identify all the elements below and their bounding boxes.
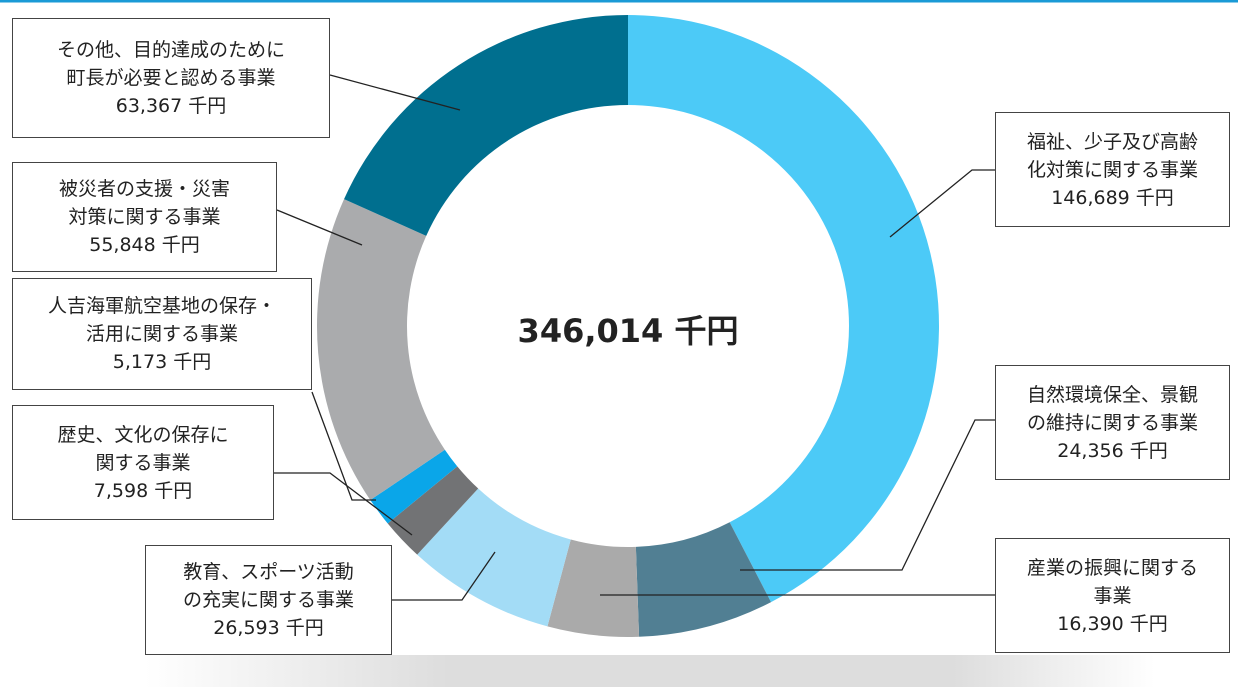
label-box: 歴史、文化の保存に 関する事業 7,598 千円	[12, 405, 274, 520]
value-label: 5,173 千円	[112, 351, 212, 373]
value-label: 16,390 千円	[1057, 612, 1168, 635]
leader	[276, 209, 363, 246]
value-label: 63,367 千円	[115, 95, 227, 117]
segment	[387, 466, 479, 555]
category-label: 産業の振興に関する 事業	[1026, 556, 1198, 607]
segment	[628, 15, 939, 603]
value-label: 7,598 千円	[93, 479, 193, 502]
category-label: 歴史、文化の保存に 関する事業	[57, 423, 229, 474]
segment	[417, 488, 571, 627]
bottom-band	[145, 655, 1155, 687]
center-total: 346,014 千円	[517, 312, 739, 350]
segment	[344, 15, 628, 236]
category-label: 教育、スポーツ活動 の充実に関する事業	[182, 561, 354, 611]
leader	[274, 472, 413, 536]
label-box: 産業の振興に関する 事業 16,390 千円	[995, 538, 1230, 653]
leader	[740, 419, 995, 571]
segment	[635, 522, 772, 637]
label-box: その他、目的達成のために 町長が必要と認める事業 63,367 千円	[12, 18, 330, 138]
leader-lines	[274, 74, 995, 601]
value-label: 55,848 千円	[89, 234, 200, 256]
leader	[311, 391, 376, 501]
segment	[547, 539, 640, 637]
label-box: 自然環境保全、景観 の維持に関する事業 24,356 千円	[995, 365, 1230, 480]
label-box: 福祉、少子及び高齢 化対策に関する事業 146,689 千円	[995, 112, 1230, 227]
value-label: 26,593 千円	[213, 617, 324, 639]
ring	[316, 15, 939, 637]
leader	[329, 74, 461, 111]
category-label: 福祉、少子及び高齢 化対策に関する事業	[1026, 130, 1198, 181]
label-box: 人吉海軍航空基地の保存・ 活用に関する事業 5,173 千円	[12, 278, 312, 390]
segment	[316, 199, 445, 501]
label-box: 教育、スポーツ活動 の充実に関する事業 26,593 千円	[145, 545, 392, 655]
category-label: 自然環境保全、景観 の維持に関する事業	[1026, 383, 1198, 434]
category-label: その他、目的達成のために 町長が必要と認める事業	[56, 39, 285, 89]
category-label: 人吉海軍航空基地の保存・ 活用に関する事業	[47, 295, 276, 345]
leader	[392, 551, 496, 601]
segment	[370, 449, 458, 524]
value-label: 146,689 千円	[1051, 186, 1174, 209]
category-label: 被災者の支援・災害 対策に関する事業	[58, 178, 230, 228]
value-label: 24,356 千円	[1057, 439, 1168, 462]
leader	[889, 169, 995, 238]
label-box: 被災者の支援・災害 対策に関する事業 55,848 千円	[12, 162, 277, 272]
